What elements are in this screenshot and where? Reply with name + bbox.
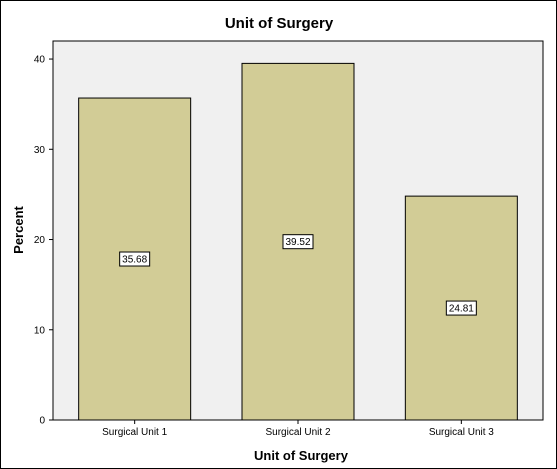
- y-tick-label: 0: [39, 416, 45, 427]
- x-axis-label: Unit of Surgery: [254, 448, 349, 463]
- x-tick-label: Surgical Unit 1: [102, 427, 167, 438]
- data-label: 35.68: [122, 255, 147, 266]
- y-tick-label: 10: [34, 325, 46, 336]
- y-tick-label: 30: [34, 145, 46, 156]
- x-axis: Surgical Unit 1 Surgical Unit 2 Surgical U…: [102, 420, 494, 438]
- bars-group: 35.68 39.52 24.81: [78, 62, 518, 421]
- x-tick-label: Surgical Unit 3: [429, 427, 494, 438]
- y-tick-label: 20: [34, 235, 46, 246]
- x-tick-label: Surgical Unit 2: [265, 427, 330, 438]
- data-label: 39.52: [285, 237, 310, 248]
- data-label-box: [282, 234, 314, 250]
- chart-title: Unit of Surgery: [225, 15, 334, 32]
- data-label-box: [119, 251, 151, 267]
- data-label: 24.81: [449, 304, 474, 315]
- y-axis-label: Percent: [11, 205, 26, 253]
- y-tick-label: 40: [34, 55, 46, 66]
- y-axis: 0 10 20 30 40: [34, 55, 53, 427]
- data-label-box: [445, 300, 477, 316]
